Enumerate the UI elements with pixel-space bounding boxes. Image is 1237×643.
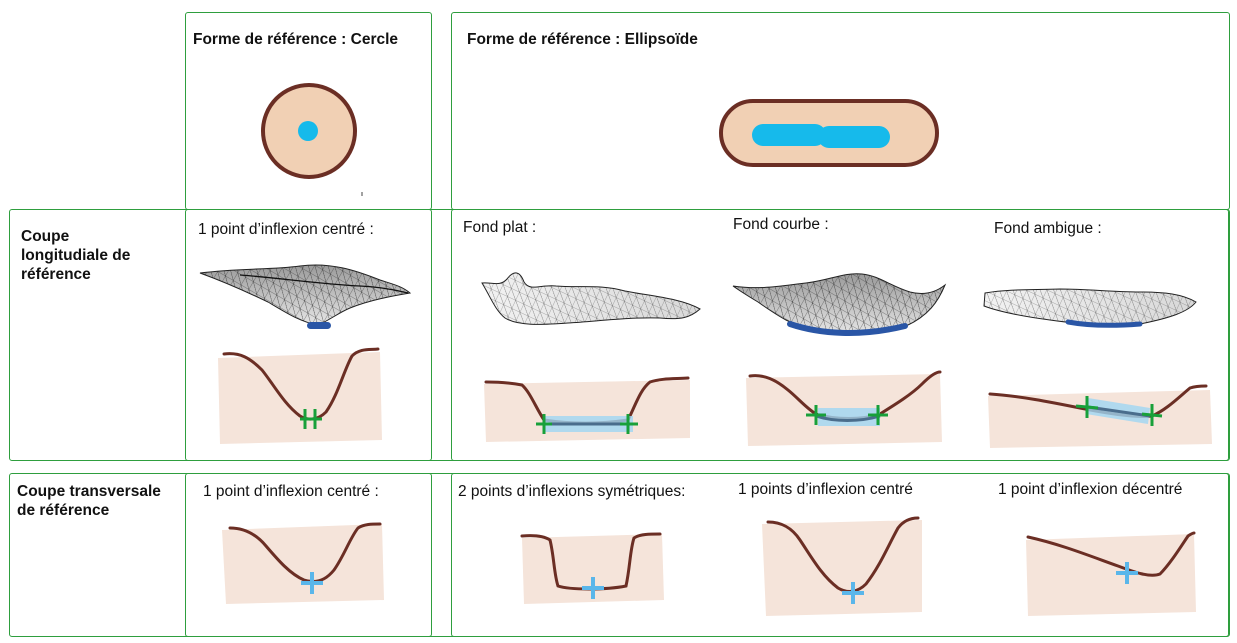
row-label-longitudinale-line2: longitudiale de [21,247,131,264]
trans-decentre-caption: 1 point d’inflexion décentré [998,481,1183,498]
long-ambigue-caption: Fond ambigue : [994,220,1102,237]
sketch-trans-decentre [1026,531,1196,616]
trans-cercle-caption: 1 point d’inflexion centré : [203,483,379,500]
row-label-transversale-line1: Coupe transversale [17,483,161,500]
row-transversale-cercle-cell [185,473,432,637]
ellipsoide-shape [719,99,939,167]
row-transversale-ellipsoide-cell [451,473,1230,637]
row-label-longitudinale-line3: référence [21,266,91,283]
row-label-longitudinale-line1: Coupe [21,228,70,245]
row-longitudinale-ellipsoide-cell [451,209,1230,461]
trans-centre-caption: 1 points d’inflexion centré [738,481,913,498]
row-label-longitudinale: Coupe longitudiale de référence [21,227,130,284]
mesh-fond-ambigue [983,288,1197,328]
row-label-transversale: Coupe transversale de référence [17,482,161,520]
header-cercle-title: Forme de référence : Cercle [193,31,399,48]
sketch-trans-cercle [222,522,384,604]
sketch-long-cercle [218,347,382,444]
sketch-trans-symetriques [520,532,664,604]
row-longitudinale-cercle-cell [185,209,432,461]
sketch-long-ambigue [988,384,1212,448]
long-courbe-caption: Fond courbe : [733,216,829,233]
row-label-transversale-line2: de référence [17,502,110,519]
header-ellipsoide-title: Forme de référence : Ellipsoïde [467,31,698,48]
mesh-fond-courbe [732,273,947,336]
trans-symetriques-caption: 2 points d’inflexions symétriques: [458,483,686,500]
sketch-trans-centre [762,516,922,616]
long-cercle-caption: 1 point d’inflexion centré : [198,221,374,238]
cercle-shape [261,83,363,196]
sketch-long-plat [484,376,690,442]
mesh-fond-plat [481,272,701,325]
sketch-long-courbe [746,370,942,446]
long-plat-caption: Fond plat : [463,219,537,236]
mesh-longitudinale-cercle [199,264,412,329]
